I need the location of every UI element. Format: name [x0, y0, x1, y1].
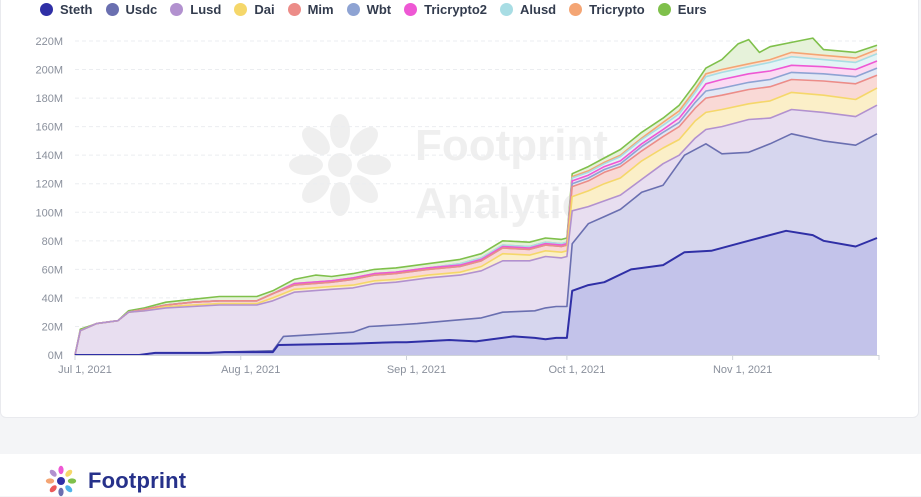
- series-line-usdc: [75, 133, 878, 356]
- legend-item-usdc[interactable]: Usdc: [105, 1, 158, 17]
- series-line-lusd: [74, 104, 878, 356]
- y-tick-label: 180M: [35, 93, 63, 105]
- legend-swatch-icon: [40, 2, 53, 16]
- x-tick-label: Aug 1, 2021: [221, 364, 280, 376]
- legend-item-lusd[interactable]: Lusd: [170, 2, 221, 17]
- legend-item-dai[interactable]: Dai: [234, 1, 275, 17]
- legend-swatch-icon: [404, 2, 418, 16]
- legend-label: Lusd: [190, 1, 222, 17]
- legend-item-steth[interactable]: Steth: [40, 2, 93, 17]
- series-line-steth: [75, 229, 878, 356]
- watermark-petal-icon: [289, 155, 323, 175]
- legend-item-alusd[interactable]: Alusd: [500, 2, 556, 17]
- x-tick-label: Oct 1, 2021: [548, 364, 605, 376]
- legend-label: Usdc: [125, 1, 158, 17]
- y-tick-label: 140M: [35, 150, 63, 162]
- legend-swatch-icon: [170, 2, 184, 16]
- legend-swatch-icon: [287, 2, 301, 16]
- y-tick-label: 20M: [42, 321, 63, 333]
- x-tick-label: Sep 1, 2021: [387, 364, 446, 376]
- legend-item-mim[interactable]: Mim: [287, 1, 334, 17]
- legend-label: Mim: [307, 1, 334, 17]
- x-tick-label: Jul 1, 2021: [58, 364, 112, 376]
- legend-item-tricrypto[interactable]: Tricrypto: [569, 2, 645, 17]
- watermark-petal-icon: [330, 182, 350, 216]
- legend-item-tricrypto2[interactable]: Tricrypto2: [404, 2, 487, 17]
- legend-item-wbt[interactable]: Wbt: [346, 1, 392, 17]
- legend-swatch-icon: [657, 2, 671, 16]
- footprint-logo-icon: [45, 465, 77, 497]
- y-tick-label: 40M: [42, 293, 63, 305]
- y-tick-label: 0M: [48, 350, 63, 362]
- watermark-petal-icon: [350, 127, 378, 155]
- watermark-petal-icon: [302, 127, 330, 155]
- y-tick-label: 100M: [35, 207, 63, 219]
- series-area-steth: [75, 230, 877, 355]
- series-line-eurs: [74, 37, 878, 356]
- y-tick-label: 200M: [35, 65, 63, 77]
- y-tick-label: 160M: [35, 122, 63, 134]
- legend-item-eurs[interactable]: Eurs: [657, 1, 707, 17]
- legend-swatch-icon: [105, 2, 119, 16]
- watermark-petal-icon: [350, 175, 378, 203]
- y-tick-label: 60M: [42, 264, 63, 276]
- legend-swatch-icon: [346, 2, 360, 16]
- legend-label: Alusd: [520, 1, 557, 17]
- watermark-center-icon: [328, 153, 352, 177]
- y-tick-label: 80M: [42, 236, 63, 248]
- chart-legend: Steth Usdc Lusd Dai Mim Wbt Tricrypto2 Alusd Tri…: [40, 0, 720, 18]
- legend-label: Dai: [254, 1, 275, 17]
- legend-label: Tricrypto: [589, 1, 645, 17]
- legend-label: Eurs: [677, 1, 707, 17]
- legend-swatch-icon: [569, 2, 583, 16]
- watermark-petal-icon: [302, 175, 330, 203]
- watermark-petal-icon: [357, 155, 391, 175]
- legend-label: Tricrypto2: [424, 1, 487, 17]
- watermark-petal-icon: [330, 114, 350, 148]
- legend-swatch-icon: [234, 2, 248, 16]
- x-tick-label: Nov 1, 2021: [713, 364, 772, 376]
- series-line-mim: [74, 74, 878, 356]
- legend-label: Steth: [60, 1, 93, 17]
- footer-band: [0, 454, 921, 496]
- y-tick-label: 220M: [35, 36, 63, 48]
- legend-swatch-icon: [500, 2, 513, 16]
- series-line-dai: [74, 87, 878, 356]
- watermark-text: Footprint: [415, 121, 608, 170]
- y-tick-label: 120M: [35, 179, 63, 191]
- brand[interactable]: Footprint: [40, 465, 186, 497]
- legend-label: Wbt: [366, 1, 392, 17]
- brand-name: Footprint: [88, 468, 187, 493]
